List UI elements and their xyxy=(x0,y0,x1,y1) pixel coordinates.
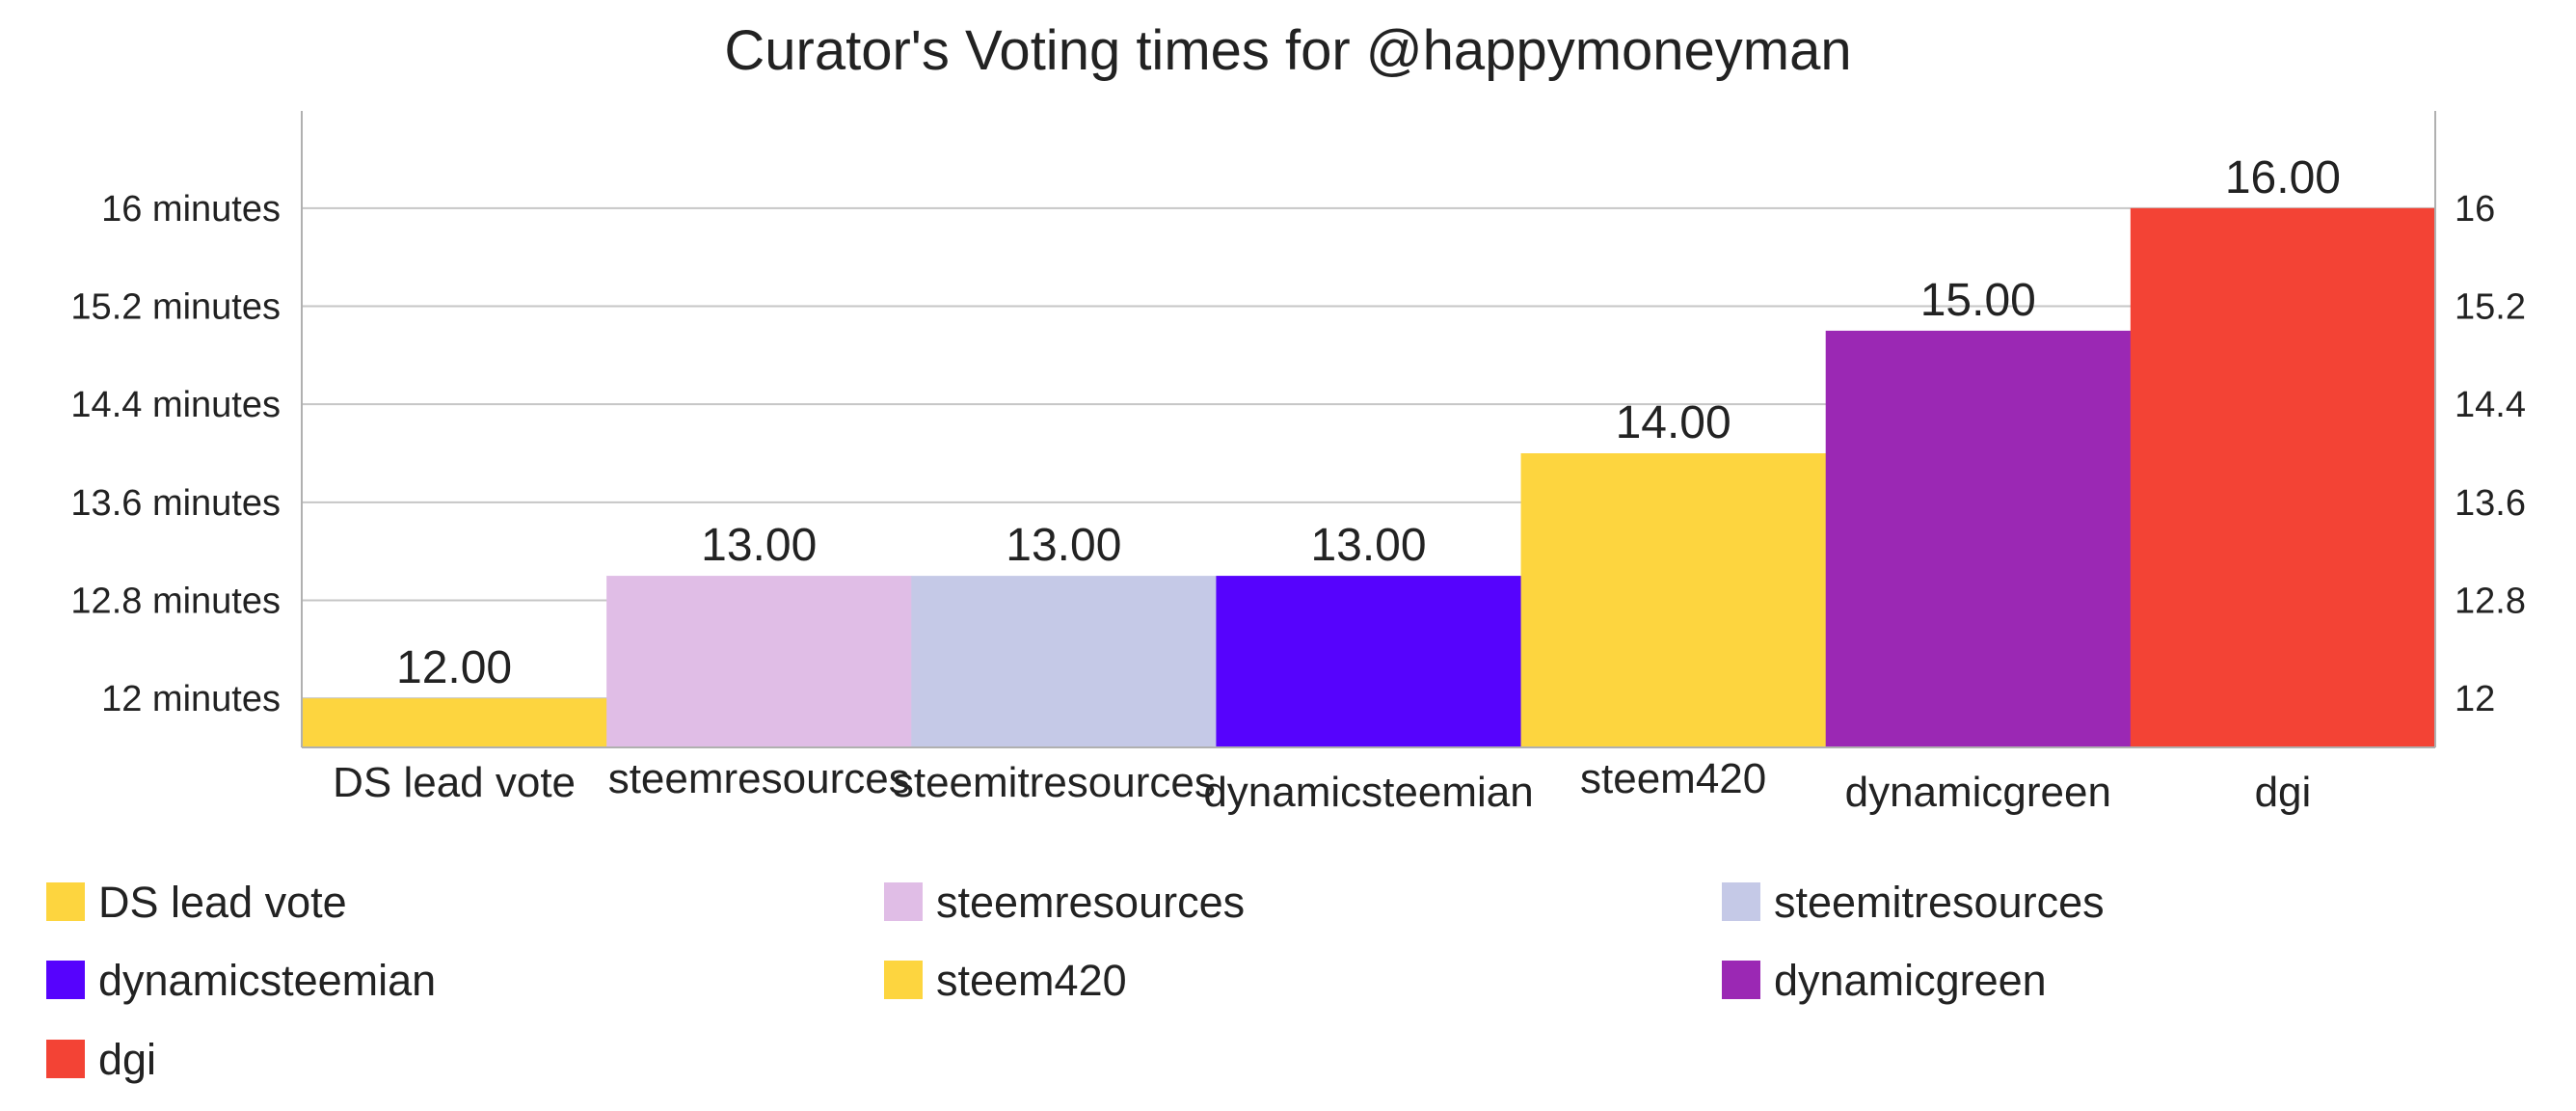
x-tick-label: dynamicgreen xyxy=(1845,769,2111,816)
bar xyxy=(911,576,1217,747)
legend: DS lead vote steemresources steemitresourc… xyxy=(46,878,2105,1084)
legend-item: dynamicsteemian xyxy=(46,956,436,1005)
x-tick-label: steemitresources xyxy=(893,759,1216,806)
bar xyxy=(1216,576,1522,747)
legend-item: steemitresources xyxy=(1722,878,2105,927)
y-tick-label-right: 16 xyxy=(2455,189,2495,230)
data-label: 12.00 xyxy=(396,642,512,693)
data-label: 13.00 xyxy=(1310,520,1426,571)
axes: 12 minutes 12 12.8 minutes 12.8 13.6 minutes… xyxy=(70,111,2526,816)
y-tick-label-left: 12.8 minutes xyxy=(70,582,281,622)
y-tick-label-left: 16 minutes xyxy=(101,189,281,230)
legend-swatch xyxy=(46,961,85,999)
legend-item: steem420 xyxy=(884,956,1127,1005)
legend-swatch xyxy=(1722,961,1760,999)
x-tick-label: DS lead vote xyxy=(333,759,576,806)
y-tick-label-left: 12 minutes xyxy=(101,679,281,719)
legend-item: dynamicgreen xyxy=(1722,956,2047,1005)
legend-item: DS lead vote xyxy=(46,878,347,927)
data-label: 13.00 xyxy=(1006,520,1121,571)
legend-label: steem420 xyxy=(936,956,1127,1005)
y-tick-label-right: 12.8 xyxy=(2455,582,2526,622)
legend-swatch xyxy=(884,882,923,921)
legend-label: dgi xyxy=(98,1035,156,1084)
legend-item: steemresources xyxy=(884,878,1245,927)
legend-swatch xyxy=(46,882,85,921)
x-tick-label: dgi xyxy=(2255,769,2312,816)
data-labels: 12.00 13.00 13.00 13.00 14.00 15.00 16.00 xyxy=(396,152,2341,693)
bar xyxy=(606,576,912,747)
legend-label: dynamicsteemian xyxy=(98,956,436,1005)
bar xyxy=(1520,453,1827,747)
bar xyxy=(302,698,607,747)
legend-label: DS lead vote xyxy=(98,878,347,927)
y-tick-label-right: 12 xyxy=(2455,679,2495,719)
y-tick-label-left: 15.2 minutes xyxy=(70,287,281,328)
x-tick-label: steemresources xyxy=(608,755,910,802)
y-tick-label-right: 14.4 xyxy=(2455,385,2526,425)
bar xyxy=(2130,207,2436,748)
legend-swatch xyxy=(884,961,923,999)
bar xyxy=(1825,330,2132,747)
legend-item: dgi xyxy=(46,1035,156,1084)
chart-title: Curator's Voting times for @happymoneyma… xyxy=(724,19,1851,82)
legend-label: steemresources xyxy=(936,878,1245,927)
y-tick-label-right: 13.6 xyxy=(2455,483,2526,524)
data-label: 16.00 xyxy=(2225,152,2341,203)
legend-swatch xyxy=(1722,882,1760,921)
legend-label: dynamicgreen xyxy=(1774,956,2047,1005)
data-label: 13.00 xyxy=(701,520,817,571)
bars xyxy=(302,207,2436,748)
x-tick-label: dynamicsteemian xyxy=(1203,769,1533,816)
legend-swatch xyxy=(46,1040,85,1078)
x-tick-label: steem420 xyxy=(1580,755,1766,802)
data-label: 15.00 xyxy=(1920,275,2036,326)
y-tick-label-left: 14.4 minutes xyxy=(70,385,281,425)
data-label: 14.00 xyxy=(1616,397,1731,448)
y-tick-label-right: 15.2 xyxy=(2455,287,2526,328)
legend-label: steemitresources xyxy=(1774,878,2105,927)
y-tick-label-left: 13.6 minutes xyxy=(70,483,281,524)
